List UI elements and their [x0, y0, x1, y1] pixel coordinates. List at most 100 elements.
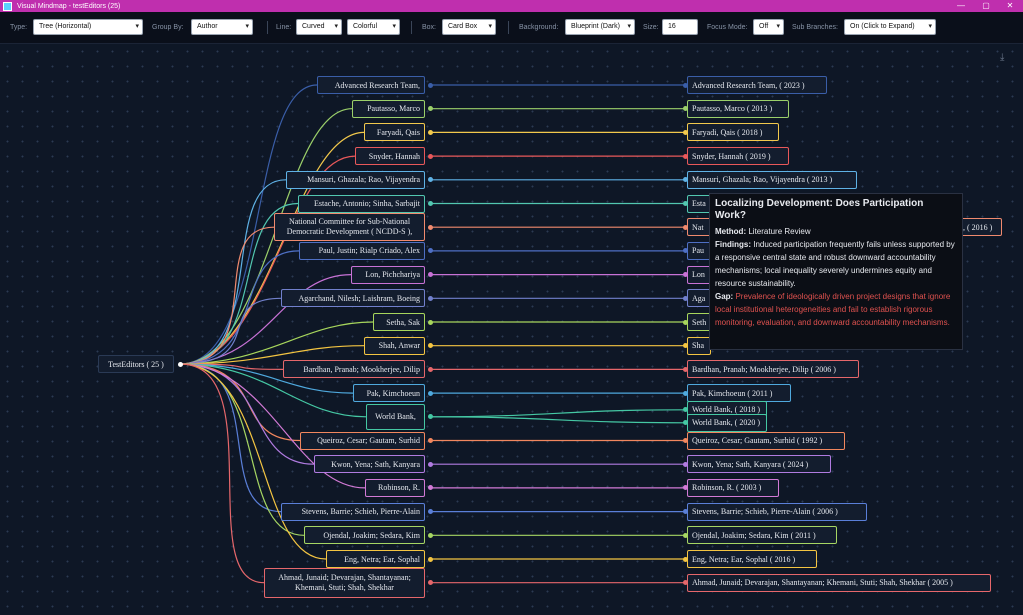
branch-curve — [179, 363, 366, 489]
publication-node[interactable]: Sha — [687, 336, 711, 355]
publication-node[interactable]: Stevens, Barrie; Schieb, Pierre-Alain ( … — [687, 502, 867, 521]
author-node[interactable]: Faryadi, Qais — [364, 123, 425, 142]
sub-branches-label: Sub Branches: — [792, 24, 838, 31]
leaf-dot — [682, 129, 688, 135]
branch-dot — [427, 509, 433, 515]
author-label: Advanced Research Team, — [334, 80, 420, 90]
tooltip-method: Method: Literature Review — [715, 225, 957, 238]
publication-label: Stevens, Barrie; Schieb, Pierre-Alain ( … — [692, 507, 838, 517]
branch-curve — [179, 363, 354, 394]
type-select-value: Tree (Horizontal) — [39, 23, 92, 30]
author-node[interactable]: Pautasso, Marco — [352, 99, 425, 118]
publication-node[interactable]: Queiroz, Cesar; Gautam, Surhid ( 1992 ) — [687, 431, 845, 450]
publication-node[interactable]: Faryadi, Qais ( 2018 ) — [687, 123, 779, 142]
author-node[interactable]: Setha, Sak — [373, 313, 425, 331]
publication-node[interactable]: Ojendal, Joakim; Sedara, Kim ( 2011 ) — [687, 526, 837, 545]
background-select[interactable]: Blueprint (Dark) ▾ — [565, 19, 635, 35]
size-label: Size: — [643, 24, 659, 31]
leaf-dot — [682, 295, 688, 301]
branch-curve — [179, 363, 284, 370]
author-node[interactable]: Paul, Justin; Rialp Criado, Alex — [299, 241, 425, 260]
author-node[interactable]: Shah, Anwar — [364, 336, 425, 355]
publication-node[interactable]: Aga — [687, 289, 711, 308]
publication-node[interactable]: Lon — [687, 265, 711, 284]
sub-branches-select[interactable]: On (Click to Expand) ▾ — [844, 19, 936, 35]
publication-node[interactable]: Kwon, Yena; Sath, Kanyara ( 2024 ) — [687, 455, 831, 474]
publication-label: Eng, Netra; Ear, Sophal ( 2016 ) — [692, 554, 796, 564]
color-select[interactable]: Colorful ▾ — [347, 19, 400, 35]
author-node[interactable]: Queiroz, Cesar; Gautam, Surhid — [300, 431, 425, 450]
focus-mode-select[interactable]: Off ▾ — [753, 19, 784, 35]
publication-node[interactable]: Nat — [687, 218, 711, 237]
chevron-down-icon: ▾ — [776, 23, 780, 30]
author-node[interactable]: Ojendal, Joakim; Sedara, Kim — [304, 526, 425, 545]
publication-node[interactable]: Pau — [687, 241, 711, 260]
download-icon[interactable]: ⤓ — [1000, 52, 1005, 63]
publication-label: World Bank, ( 2018 ) — [692, 405, 761, 415]
branch-curve — [179, 321, 374, 365]
branch-dot — [427, 366, 433, 372]
tooltip-findings-text: Induced participation frequently fails u… — [715, 240, 955, 288]
author-node[interactable]: Eng, Netra; Ear, Sophal — [326, 550, 425, 568]
leaf-dot — [682, 509, 688, 515]
author-label: Estache, Antonio; Sinha, Sarbajit — [314, 199, 420, 208]
tooltip-method-text: Literature Review — [748, 227, 811, 236]
maximize-button[interactable]: ▢ — [982, 1, 990, 10]
box-label: Box: — [422, 24, 437, 31]
publication-node[interactable]: Ahmad, Junaid; Devarajan, Shantayanan; K… — [687, 573, 991, 592]
toolbar-divider — [411, 21, 412, 34]
author-node[interactable]: Stevens, Barrie; Schieb, Pierre-Alain — [281, 502, 425, 521]
author-node[interactable]: Robinson, R. — [365, 478, 425, 497]
publication-node[interactable]: Seth — [687, 313, 711, 331]
publication-node[interactable]: Robinson, R. ( 2003 ) — [687, 478, 779, 497]
minimize-button[interactable]: — — [957, 1, 965, 10]
author-node[interactable]: Estache, Antonio; Sinha, Sarbajit — [298, 194, 425, 213]
publication-node[interactable]: Advanced Research Team, ( 2023 ) — [687, 76, 827, 94]
color-select-value: Colorful — [353, 23, 378, 30]
box-select[interactable]: Card Box ▾ — [442, 19, 496, 35]
author-node[interactable]: Agarchand, Nilesh; Laishram, Boeing — [281, 289, 425, 308]
line-select-value: Curved — [302, 23, 325, 30]
publication-node[interactable]: Pak, Kimchoeun ( 2011 ) — [687, 384, 791, 403]
background-select-value: Blueprint (Dark) — [571, 23, 621, 30]
publication-node[interactable]: Bardhan, Pranab; Mookherjee, Dilip ( 200… — [687, 360, 859, 379]
author-node[interactable]: World Bank, — [366, 403, 425, 430]
app-icon — [3, 1, 12, 11]
publication-node[interactable]: Mansuri, Ghazala; Rao, Vijayendra ( 2013… — [687, 170, 857, 189]
publication-node[interactable]: Esta — [687, 194, 711, 213]
author-node[interactable]: Pak, Kimchoeun — [353, 384, 425, 403]
author-label: World Bank, — [375, 411, 416, 421]
author-node[interactable]: Snyder, Hannah — [355, 147, 425, 166]
branch-curve — [179, 363, 327, 560]
group-by-select[interactable]: Author ▾ — [191, 19, 253, 35]
publication-label: World Bank, ( 2020 ) — [692, 418, 761, 428]
author-label: Agarchand, Nilesh; Laishram, Boeing — [298, 293, 420, 303]
tooltip-method-label: Method: — [715, 227, 747, 236]
publication-node[interactable]: World Bank, ( 2020 ) — [687, 413, 767, 432]
author-label: Ojendal, Joakim; Sedara, Kim — [323, 530, 420, 540]
line-select[interactable]: Curved ▾ — [296, 19, 342, 35]
author-node[interactable]: National Committee for Sub-National Demo… — [274, 213, 425, 242]
author-label: Bardhan, Pranab; Mookherjee, Dilip — [303, 364, 420, 374]
author-node[interactable]: Lon, Pichchariya — [351, 265, 425, 284]
branch-curve — [179, 84, 318, 365]
author-node[interactable]: Bardhan, Pranab; Mookherjee, Dilip — [283, 360, 425, 379]
chevron-down-icon: ▾ — [928, 23, 932, 30]
close-button[interactable]: ✕ — [1006, 1, 1014, 10]
root-node[interactable]: TestEditors ( 25 ) — [98, 355, 174, 373]
author-node[interactable]: Mansuri, Ghazala; Rao, Vijayendra — [286, 170, 425, 189]
author-label: Faryadi, Qais — [376, 127, 420, 137]
author-node[interactable]: Ahmad, Junaid; Devarajan, Shantayanan; K… — [264, 567, 425, 598]
leaf-dot — [682, 177, 688, 183]
publication-node[interactable]: Snyder, Hannah ( 2019 ) — [687, 147, 789, 166]
author-label: Lon, Pichchariya — [365, 270, 420, 280]
leaf-dot — [682, 201, 688, 206]
author-node[interactable]: Advanced Research Team, — [317, 76, 425, 94]
publication-node-tail[interactable]: , ( 2016 ) — [958, 218, 1002, 237]
type-select[interactable]: Tree (Horizontal) ▾ — [33, 19, 143, 35]
size-input[interactable]: 16 — [662, 19, 698, 35]
author-node[interactable]: Kwon, Yena; Sath, Kanyara — [314, 455, 425, 474]
publication-node[interactable]: Eng, Netra; Ear, Sophal ( 2016 ) — [687, 550, 817, 568]
publication-node[interactable]: Pautasso, Marco ( 2013 ) — [687, 99, 789, 118]
